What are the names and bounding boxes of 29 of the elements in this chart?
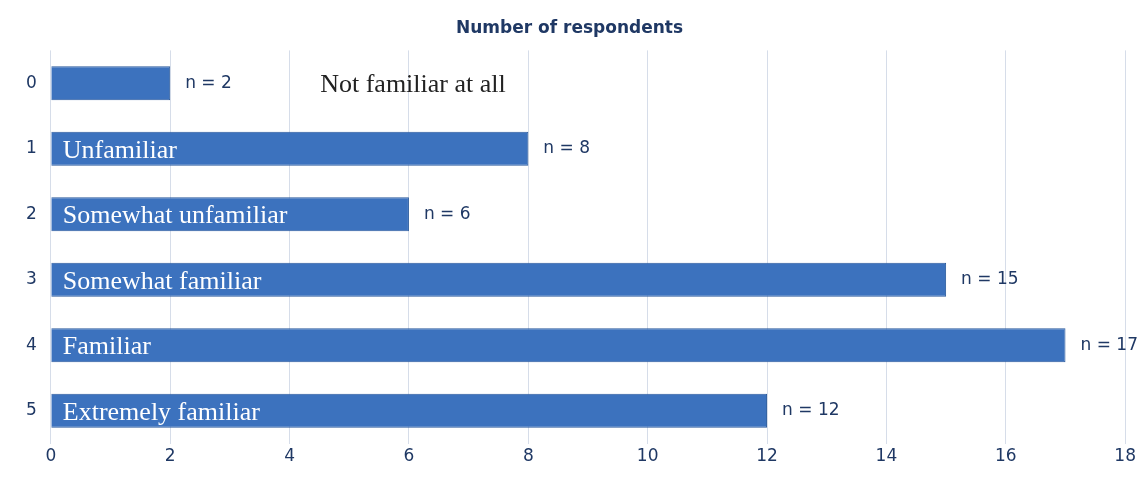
y-tick-label: 0 bbox=[25, 71, 37, 92]
x-tick-label: 0 bbox=[45, 445, 57, 466]
y-tick-label: 5 bbox=[25, 399, 37, 420]
y-tick-label: 1 bbox=[25, 137, 37, 158]
annotation: Unfamiliar bbox=[62, 134, 178, 164]
x-tick-label: 10 bbox=[636, 445, 659, 466]
data-label: n = 15 bbox=[961, 268, 1019, 289]
x-tick-label: 16 bbox=[994, 445, 1017, 466]
annotation: Extremely familiar bbox=[62, 396, 261, 426]
data-label: n = 6 bbox=[423, 202, 471, 223]
x-tick-label: 18 bbox=[1114, 445, 1136, 466]
x-tick-label: 2 bbox=[164, 445, 176, 466]
data-label: n = 8 bbox=[543, 137, 590, 158]
chart-title: Number of respondents bbox=[455, 16, 684, 37]
x-tick-label: 6 bbox=[403, 445, 415, 466]
annotation: Somewhat familiar bbox=[62, 265, 262, 295]
x-tick-label: 4 bbox=[284, 445, 295, 466]
annotation: Somewhat unfamiliar bbox=[62, 200, 288, 230]
y-tick-label: 4 bbox=[25, 333, 37, 354]
x-tick-label: 14 bbox=[875, 445, 898, 466]
data-label: n = 2 bbox=[185, 71, 232, 92]
x-tick-label: 8 bbox=[522, 445, 534, 466]
data-label: n = 12 bbox=[782, 399, 840, 420]
y-tick-label: 3 bbox=[25, 268, 37, 289]
annotation: Not familiar at all bbox=[320, 68, 506, 98]
x-tick-label: 12 bbox=[756, 445, 778, 466]
data-label: n = 17 bbox=[1080, 333, 1138, 354]
y-tick-label: 2 bbox=[25, 202, 37, 223]
annotation: Familiar bbox=[62, 331, 152, 361]
